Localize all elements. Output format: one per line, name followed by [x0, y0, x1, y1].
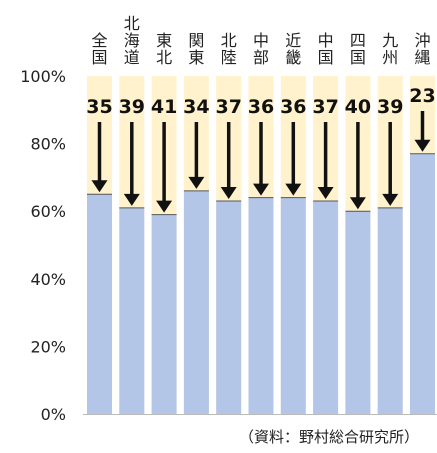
- arrow-head: [188, 176, 205, 189]
- y-tick-label: 0%: [41, 405, 66, 424]
- drop-label: 34: [183, 96, 209, 118]
- arrow-head: [156, 200, 173, 213]
- bar: [151, 214, 177, 414]
- drop-label: 39: [377, 96, 403, 118]
- arrow-head: [349, 197, 366, 210]
- bar: [280, 197, 306, 414]
- drop-label: 36: [248, 96, 274, 118]
- drop-label: 37: [312, 96, 338, 118]
- arrow-head: [414, 139, 431, 152]
- arrow-head: [220, 187, 237, 200]
- arrows: 35 39 41 34 37 36 36 37 40 39 23: [86, 85, 436, 213]
- y-axis-ticks: 0% 20% 40% 60% 80% 100%: [20, 67, 66, 424]
- bar: [119, 207, 145, 414]
- bar: [410, 153, 435, 415]
- y-tick-label: 20%: [30, 337, 66, 356]
- drop-label: 40: [345, 96, 371, 118]
- source-note: （資料：野村総合研究所）: [238, 428, 419, 446]
- bar: [345, 211, 371, 414]
- x-category-label: 北陸: [221, 31, 237, 67]
- x-category-label: 北海道: [124, 14, 140, 67]
- arrow-head: [317, 187, 334, 200]
- x-category-label: 近畿: [285, 31, 301, 67]
- x-category-label: 沖縄: [414, 31, 430, 67]
- drop-label: 35: [86, 96, 112, 118]
- arrow-head: [253, 183, 269, 196]
- x-category-label: 中部: [253, 31, 269, 67]
- drop-label: 23: [409, 85, 435, 107]
- arrow-head: [285, 183, 302, 196]
- bar: [87, 194, 112, 414]
- arrow-head: [123, 193, 140, 206]
- y-tick-label: 80%: [30, 135, 66, 154]
- arrow-head: [382, 193, 399, 206]
- arrow-head: [91, 180, 108, 193]
- drop-label: 39: [119, 96, 145, 118]
- bar: [216, 201, 242, 414]
- bar: [313, 201, 339, 414]
- bar: [377, 207, 403, 414]
- bar: [248, 197, 274, 414]
- drop-label: 36: [280, 96, 306, 118]
- y-tick-label: 100%: [20, 67, 66, 86]
- x-category-label: 関東: [188, 31, 204, 67]
- x-category-label: 全国: [91, 31, 107, 67]
- y-tick-label: 60%: [30, 202, 66, 221]
- drop-label: 41: [151, 96, 177, 118]
- x-category-label: 九州: [382, 31, 398, 67]
- x-category-label: 四国: [350, 31, 366, 67]
- x-category-label: 東北: [156, 31, 172, 67]
- bars: [87, 153, 435, 415]
- drop-label: 37: [215, 96, 241, 118]
- y-tick-label: 40%: [30, 270, 66, 289]
- bar: [183, 190, 209, 414]
- x-category-label: 中国: [318, 31, 334, 67]
